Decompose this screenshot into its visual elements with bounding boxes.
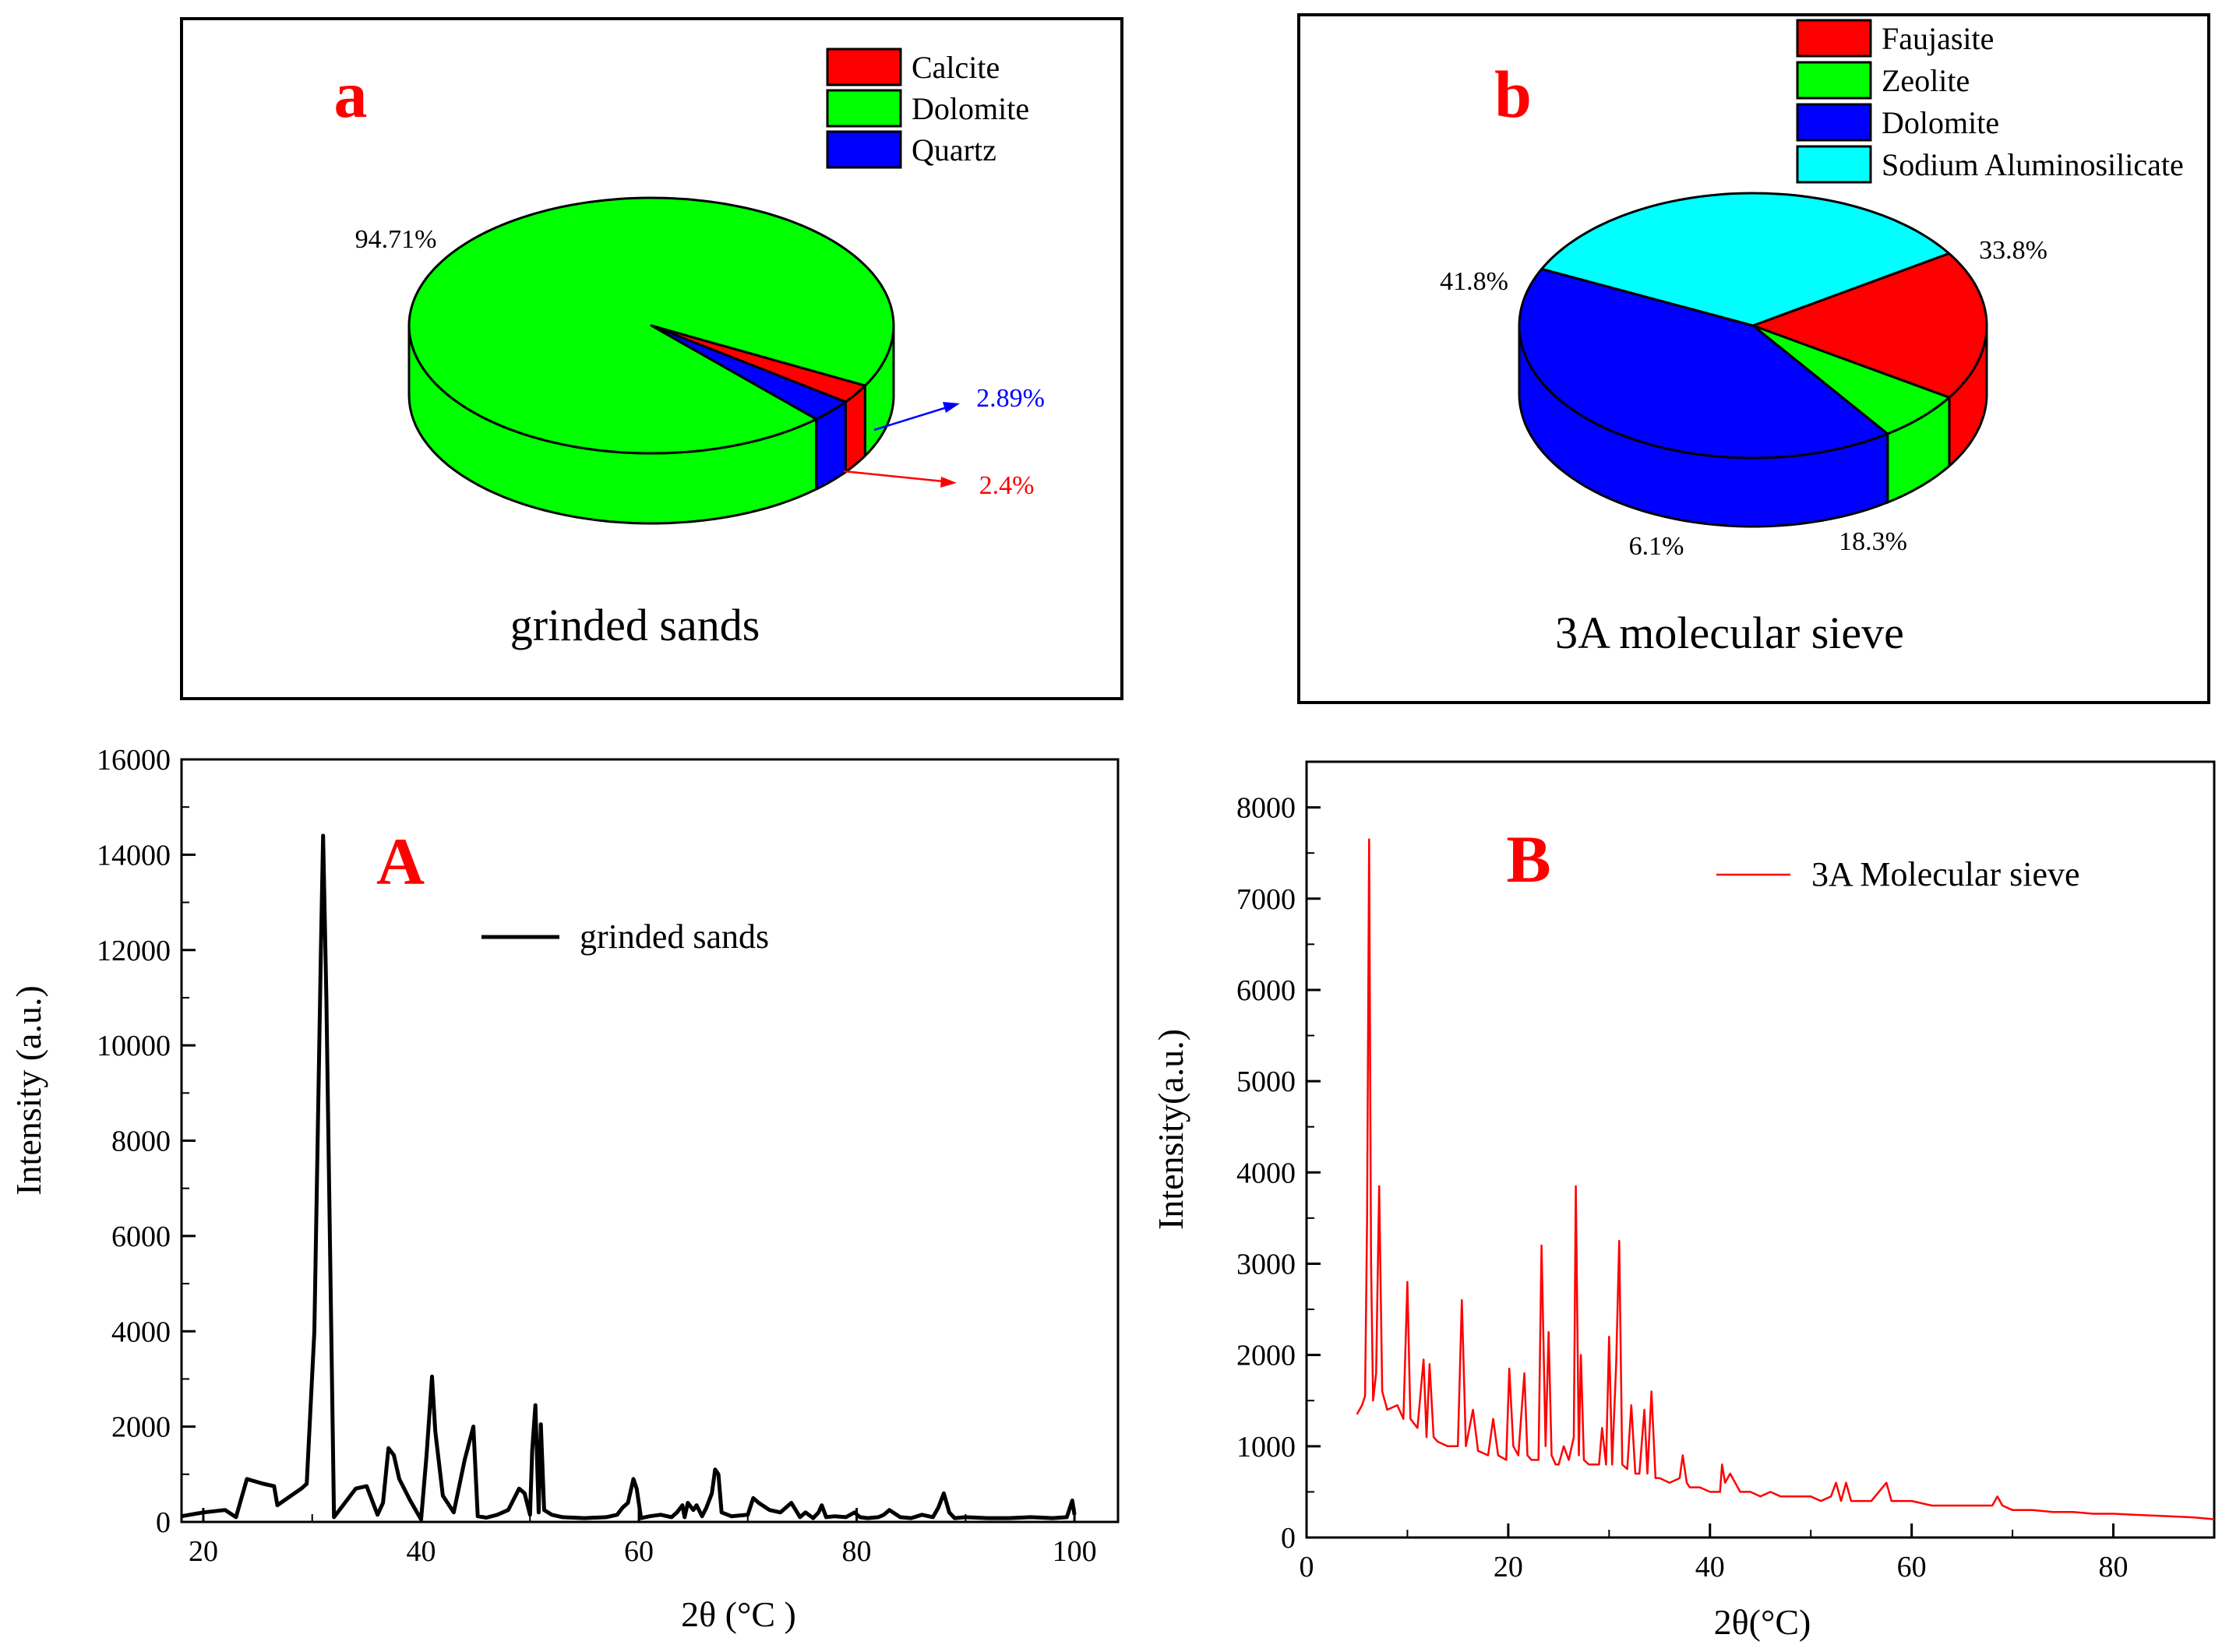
pie-a-legend: Calcite Dolomite Quartz [826, 48, 1029, 169]
xrd-B-y-tick-label-1000: 1000 [1236, 1431, 1296, 1464]
xrd-B-panel-letter: B [1506, 822, 1550, 896]
pie-a-legend-label-calcite: Calcite [912, 50, 1000, 85]
pie-b-legend-label-faujasite: Faujasite [1882, 21, 1994, 56]
xrd-A-x-tick-label-60: 60 [624, 1535, 654, 1568]
xrd-B-y-tick-label-6000: 6000 [1236, 974, 1296, 1007]
xrd-A-x-tick-label-100: 100 [1053, 1535, 1097, 1568]
xrd-A-y-tick-label-8000: 8000 [111, 1125, 171, 1158]
pie-b-label-dolomite: 41.8% [1440, 267, 1508, 296]
pie-b-legend-swatch-sodium-aluminosilicate [1796, 145, 1872, 184]
pie-b-label-sodium-aluminosilicate: 33.8% [1979, 236, 2047, 265]
pie-b-slice-zeolite [1751, 324, 1951, 435]
xrd-A-x-tick-label-40: 40 [406, 1535, 436, 1568]
xrd-A-panel-letter: A [376, 824, 425, 899]
pie-a-frame [180, 17, 1123, 700]
xrd-B-y-axis: 0 1000 2000 3000 4000 5000 6000 7000 8000 [1236, 792, 1321, 1555]
xrd-B-x-axis: 0 20 40 60 80 [1300, 1523, 2129, 1583]
xrd-A-y-axis-label: Intensity (a.u.) [9, 985, 48, 1196]
pie-a-slice-calcite [650, 324, 866, 403]
pie-a-arrow-quartz [943, 402, 960, 413]
pie-a-top-faces [407, 196, 895, 455]
xrd-B-x-tick-label-40: 40 [1695, 1551, 1725, 1583]
pie-b-slice-faujasite [1751, 252, 1988, 399]
xrd-B-y-tick-label-4000: 4000 [1236, 1157, 1296, 1189]
pie-a-leader-calcite [843, 470, 951, 484]
pie-a-leader-quartz [873, 403, 955, 431]
xrd-B-x-tick-label-80: 80 [2099, 1551, 2129, 1583]
pie-b-frame [1297, 13, 2210, 704]
xrd-A-y-tick-label-16000: 16000 [97, 744, 171, 777]
pie-a-legend-swatch-dolomite [826, 89, 902, 128]
xrd-A-x-axis-label: 2θ (°C ) [681, 1594, 796, 1634]
xrd-B-x-tick-label-60: 60 [1897, 1551, 1927, 1583]
xrd-A-x-tick-label-20: 20 [189, 1535, 218, 1568]
pie-b-legend-label-dolomite: Dolomite [1882, 105, 1999, 140]
pie-a-label-dolomite: 94.71% [355, 225, 437, 254]
xrd-B-y-tick-label-5000: 5000 [1236, 1066, 1296, 1098]
pie-chart-3a-molecular-sieve: b Faujasite Zeolite Dolomite Sodium Alumino… [1297, 13, 2210, 704]
xrd-B-y-tick-label-7000: 7000 [1236, 883, 1296, 916]
xrd-A-y-tick-label-4000: 4000 [111, 1316, 171, 1348]
xrd-A-y-tick-label-14000: 14000 [97, 839, 171, 872]
pie-a-panel-letter: a [334, 57, 368, 132]
pie-a-legend-label-quartz: Quartz [912, 132, 996, 167]
xrd-chart-grinded-sands: 0 2000 4000 6000 8000 10000 12000 14000 16000 20… [9, 744, 1120, 1634]
xrd-A-y-tick-label-12000: 12000 [97, 935, 171, 967]
xrd-B-y-tick-label-0: 0 [1281, 1522, 1296, 1555]
xrd-A-legend-label: grinded sands [580, 918, 769, 956]
pie-chart-grinded-sands: a Calcite Dolomite Quartz 94.71% 2.89% 2.4… [180, 17, 1123, 700]
pie-a-label-quartz: 2.89% [976, 384, 1045, 413]
pie-b-legend-label-zeolite: Zeolite [1882, 63, 1970, 98]
xrd-B-legend-label: 3A Molecular sieve [1811, 855, 2080, 893]
pie-b-label-faujasite: 18.3% [1839, 527, 1907, 556]
pie-b-top-faces [1518, 192, 1988, 460]
xrd-B-y-axis-label: Intensity(a.u.) [1151, 1029, 1190, 1230]
xrd-B-y-tick-label-3000: 3000 [1236, 1248, 1296, 1280]
xrd-chart-3a-molecular-sieve: 0 1000 2000 3000 4000 5000 6000 7000 8000 0 20 40 6… [1151, 760, 2216, 1642]
xrd-B-x-tick-label-0: 0 [1300, 1551, 1314, 1583]
pie-a-slice-quartz [650, 324, 847, 421]
xrd-A-y-tick-label-6000: 6000 [111, 1221, 171, 1253]
pie-b-slice-dolomite [1518, 267, 1889, 460]
xrd-B-x-axis-label: 2θ(°C) [1714, 1602, 1811, 1642]
xrd-A-y-axis: 0 2000 4000 6000 8000 10000 12000 14000 16000 [97, 744, 196, 1539]
pie-a-arrow-calcite [940, 477, 957, 488]
pie-a-legend-label-dolomite: Dolomite [912, 91, 1029, 126]
pie-a-label-calcite: 2.4% [979, 471, 1035, 500]
xrd-A-y-tick-label-2000: 2000 [111, 1411, 171, 1444]
pie-b-label-zeolite: 6.1% [1629, 532, 1684, 561]
pie-b-legend-swatch-zeolite [1796, 61, 1872, 100]
pie-b-legend: Faujasite Zeolite Dolomite Sodium Aluminosi… [1796, 19, 2184, 184]
xrd-A-y-tick-label-0: 0 [156, 1506, 171, 1539]
xrd-B-y-tick-label-8000: 8000 [1236, 792, 1296, 825]
pie-b-legend-swatch-faujasite [1796, 19, 1872, 58]
xrd-B-plot-frame [1305, 760, 2216, 1539]
pie-b-legend-swatch-dolomite [1796, 103, 1872, 142]
pie-a-legend-swatch-calcite [826, 48, 902, 86]
pie-b-panel-letter: b [1494, 57, 1532, 132]
xrd-B-y-tick-label-2000: 2000 [1236, 1340, 1296, 1372]
pie-b-caption: 3A molecular sieve [1555, 608, 1904, 658]
xrd-A-series-line [181, 833, 1077, 1522]
xrd-B-x-tick-label-20: 20 [1494, 1551, 1523, 1583]
xrd-A-y-tick-label-10000: 10000 [97, 1030, 171, 1062]
pie-b-slice-sodium-aluminosilicate [1540, 192, 1951, 327]
pie-a-legend-swatch-quartz [826, 130, 902, 169]
xrd-A-x-tick-label-80: 80 [842, 1535, 872, 1568]
xrd-B-series-line [1356, 838, 2215, 1520]
pie-b-legend-label-sodium-aluminosilicate: Sodium Aluminosilicate [1882, 147, 2184, 182]
pie-a-caption: grinded sands [510, 600, 760, 650]
